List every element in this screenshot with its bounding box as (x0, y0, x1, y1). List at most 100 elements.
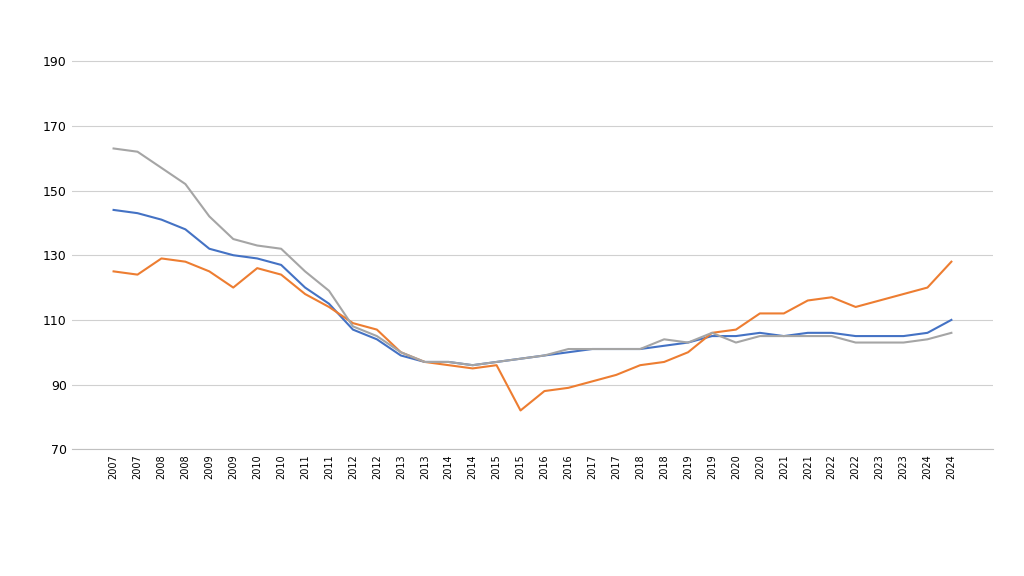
2ª mano (945, 329, 957, 336)
Total (419, 358, 431, 365)
Total (371, 336, 383, 343)
Nueva (658, 358, 671, 365)
2ª mano (394, 349, 407, 356)
Nueva (156, 255, 168, 262)
Nueva (802, 297, 814, 304)
Nueva (419, 358, 431, 365)
2ª mano (227, 236, 240, 242)
2ª mano (251, 242, 263, 249)
Total (706, 332, 718, 339)
Nueva (539, 388, 551, 395)
2ª mano (850, 339, 862, 346)
Total (467, 362, 479, 369)
Nueva (610, 372, 623, 378)
Nueva (394, 349, 407, 356)
Nueva (730, 326, 742, 333)
Total (539, 352, 551, 359)
2ª mano (658, 336, 671, 343)
Total (777, 332, 790, 339)
2ª mano (323, 287, 335, 294)
Nueva (347, 320, 359, 327)
Total (634, 346, 646, 353)
Line: Total: Total (114, 210, 951, 365)
Nueva (467, 365, 479, 372)
2ª mano (275, 245, 288, 252)
Total (442, 358, 455, 365)
2ª mano (514, 355, 526, 362)
2ª mano (802, 332, 814, 339)
Nueva (371, 326, 383, 333)
Nueva (945, 258, 957, 265)
Line: Nueva: Nueva (114, 259, 951, 411)
Nueva (179, 258, 191, 265)
Nueva (825, 294, 838, 301)
Nueva (586, 378, 598, 385)
Total (251, 255, 263, 262)
Total (562, 349, 574, 356)
Nueva (562, 384, 574, 391)
Nueva (490, 362, 503, 369)
Nueva (897, 290, 909, 297)
2ª mano (730, 339, 742, 346)
2ª mano (299, 268, 311, 275)
Nueva (634, 362, 646, 369)
Nueva (682, 349, 694, 356)
Total (227, 252, 240, 259)
Total (658, 342, 671, 349)
2ª mano (922, 336, 934, 343)
Nueva (922, 284, 934, 291)
Total (730, 332, 742, 339)
2ª mano (610, 346, 623, 353)
Total (490, 358, 503, 365)
Nueva (514, 407, 526, 414)
Nueva (850, 304, 862, 310)
Line: 2ª mano: 2ª mano (114, 149, 951, 365)
Total (323, 300, 335, 307)
Total (108, 206, 120, 213)
2ª mano (419, 358, 431, 365)
Total (275, 262, 288, 268)
Nueva (754, 310, 766, 317)
Nueva (777, 310, 790, 317)
Total (586, 346, 598, 353)
Total (610, 346, 623, 353)
2ª mano (131, 148, 143, 155)
Total (825, 329, 838, 336)
Nueva (299, 290, 311, 297)
Total (897, 332, 909, 339)
2ª mano (825, 332, 838, 339)
Total (802, 329, 814, 336)
Legend: Total, Nueva, 2ª mano: Total, Nueva, 2ª mano (385, 573, 680, 576)
2ª mano (682, 339, 694, 346)
Total (873, 332, 886, 339)
2ª mano (442, 358, 455, 365)
2ª mano (179, 181, 191, 188)
2ª mano (754, 332, 766, 339)
2ª mano (873, 339, 886, 346)
Nueva (873, 297, 886, 304)
Total (347, 326, 359, 333)
Total (299, 284, 311, 291)
Nueva (275, 271, 288, 278)
2ª mano (108, 145, 120, 152)
Nueva (131, 271, 143, 278)
2ª mano (490, 358, 503, 365)
Total (682, 339, 694, 346)
2ª mano (156, 164, 168, 171)
Nueva (323, 304, 335, 310)
2ª mano (347, 323, 359, 330)
2ª mano (897, 339, 909, 346)
2ª mano (562, 346, 574, 353)
2ª mano (539, 352, 551, 359)
Total (156, 216, 168, 223)
Total (850, 332, 862, 339)
2ª mano (706, 329, 718, 336)
Total (514, 355, 526, 362)
Total (203, 245, 215, 252)
Nueva (706, 329, 718, 336)
2ª mano (634, 346, 646, 353)
Total (754, 329, 766, 336)
2ª mano (371, 332, 383, 339)
Nueva (251, 265, 263, 272)
Total (922, 329, 934, 336)
